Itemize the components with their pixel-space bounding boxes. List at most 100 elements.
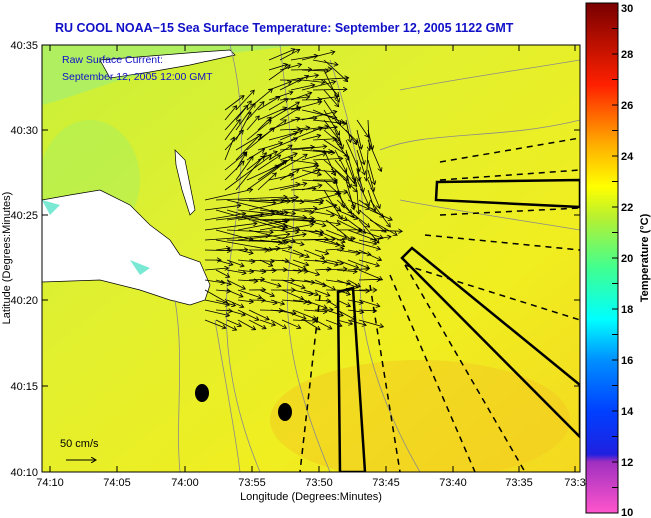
current-arrow [292, 220, 315, 222]
current-arrow [367, 159, 375, 185]
current-arrow [259, 299, 277, 303]
current-arrow [303, 319, 320, 330]
current-arrow [246, 116, 259, 131]
current-arrow [301, 52, 335, 61]
current-arrow [224, 155, 271, 191]
x-tick-label: 73:50 [305, 477, 333, 489]
current-arrow [345, 119, 351, 142]
current-arrow [246, 128, 275, 151]
current-arrow [215, 279, 231, 284]
current-arrow [257, 155, 281, 171]
colorbar-tick-label: 14 [621, 406, 634, 418]
current-arrow [356, 139, 364, 165]
current-arrow [215, 290, 231, 291]
current-arrow [345, 159, 355, 183]
current-arrow [237, 220, 289, 231]
current-arrow [301, 185, 322, 191]
colorbar-tick-label: 20 [621, 253, 633, 265]
current-arrow [314, 269, 331, 270]
current-arrow [248, 270, 266, 272]
current-arrow [356, 119, 369, 137]
current-arrow [248, 200, 295, 211]
current-arrow [259, 248, 280, 250]
current-arrow [292, 309, 316, 319]
current-arrow [270, 197, 298, 201]
current-arrow [235, 134, 261, 161]
current-arrow [358, 259, 379, 266]
current-arrow [312, 97, 338, 101]
current-arrow [204, 236, 270, 241]
x-tick-label: 74:05 [103, 477, 131, 489]
land-new-jersey [42, 189, 211, 306]
current-arrow [312, 150, 332, 152]
current-arrow [358, 239, 377, 244]
scale-label: 50 cm/s [60, 438, 99, 450]
current-arrow [325, 249, 344, 250]
current-arrow [292, 270, 308, 271]
current-arrow [356, 149, 365, 175]
current-arrow [345, 189, 355, 207]
current-arrow [259, 200, 284, 201]
current-arrow [226, 269, 246, 273]
current-arrow [224, 105, 248, 131]
current-arrow [259, 209, 279, 213]
x-tick-label: 73:55 [238, 477, 266, 489]
current-arrow [314, 193, 341, 201]
y-tick-label: 40:20 [10, 295, 38, 307]
colorbar-tick-label: 24 [621, 151, 634, 163]
current-arrow [268, 145, 292, 161]
current-arrow [292, 249, 309, 257]
colorbar-tick-label: 18 [621, 304, 633, 316]
current-arrow [347, 310, 364, 312]
current-arrow [248, 309, 269, 320]
current-arrow [358, 249, 381, 260]
current-arrow [279, 107, 301, 121]
current-arrow [204, 223, 257, 231]
current-arrow [268, 175, 294, 181]
current-arrow [312, 78, 349, 80]
current-arrow [268, 132, 297, 141]
current-arrow [204, 289, 227, 303]
current-arrow [367, 189, 375, 211]
current-arrow [281, 224, 314, 231]
current-arrow [237, 260, 255, 262]
current-arrow [301, 79, 325, 82]
current-arrow [357, 189, 359, 214]
current-arrow [268, 138, 297, 151]
current-arrow [314, 239, 340, 245]
current-arrow [334, 149, 347, 172]
current-arrow [279, 49, 300, 61]
y-tick-label: 40:25 [10, 210, 38, 222]
current-arrow [303, 269, 319, 275]
current-arrow [290, 102, 322, 111]
current-arrow [367, 169, 374, 191]
surface-current-vectors [204, 49, 402, 330]
current-arrow [257, 117, 271, 131]
current-arrow [268, 92, 293, 101]
current-arrow [237, 309, 259, 320]
y-tick-label: 40:35 [10, 40, 38, 52]
current-arrow [279, 183, 307, 191]
current-arrow [336, 319, 353, 324]
current-arrow [358, 279, 381, 280]
current-arrow [248, 319, 266, 329]
current-arrow [215, 259, 233, 265]
current-arrow [303, 229, 323, 235]
current-arrow [290, 128, 310, 130]
current-arrow [270, 299, 284, 304]
current-arrow [312, 89, 347, 90]
current-arrow [334, 139, 349, 160]
current-arrow [281, 239, 304, 245]
current-arrow [204, 189, 252, 201]
current-arrow [368, 119, 370, 151]
colorbar-tick-label: 26 [621, 100, 633, 112]
current-arrow [336, 279, 358, 288]
current-arrow [224, 120, 240, 141]
current-arrow [215, 319, 237, 330]
legend-line2: September 12, 2005 12:00 GMT [62, 71, 213, 83]
current-arrow [347, 199, 370, 209]
current-arrow [369, 230, 402, 231]
current-arrow [325, 299, 339, 308]
bathymetry-contours [174, 45, 580, 472]
current-arrow [259, 239, 282, 243]
